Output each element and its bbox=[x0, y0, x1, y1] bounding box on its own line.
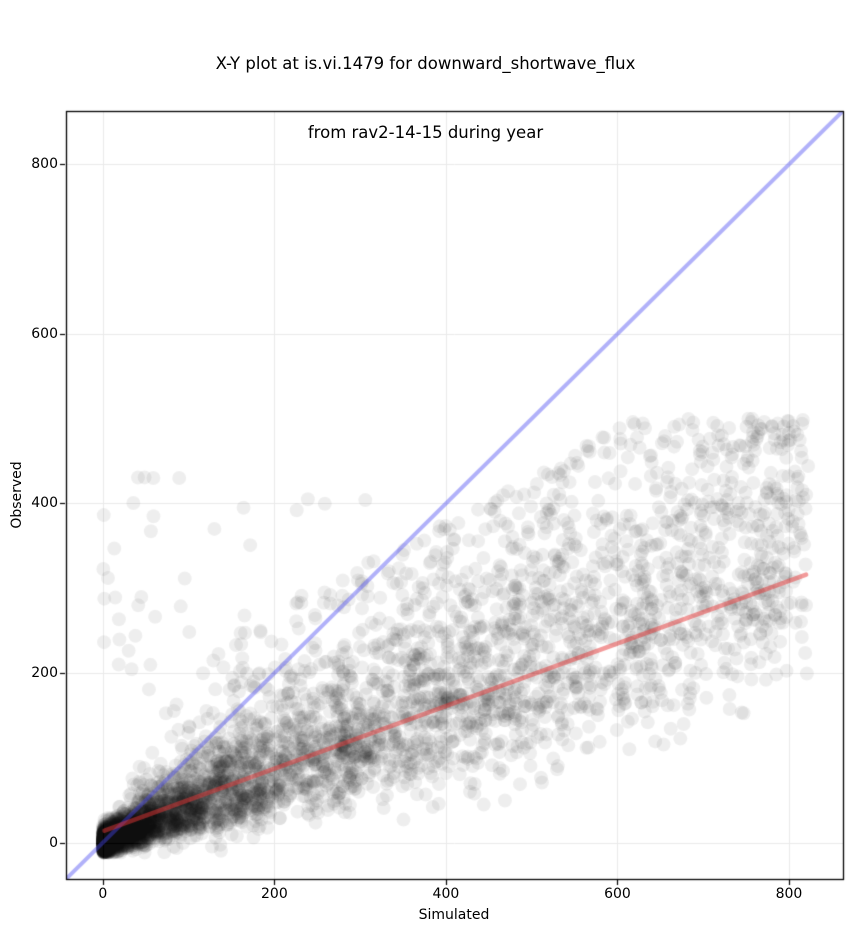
x-tick-label: 200 bbox=[261, 886, 288, 902]
x-tick-label: 800 bbox=[775, 886, 803, 902]
x-tick-label: 400 bbox=[432, 886, 460, 902]
y-tick-label: 800 bbox=[31, 156, 58, 173]
y-tick-label: 200 bbox=[31, 665, 58, 681]
x-tick-label: 600 bbox=[604, 886, 631, 902]
x-tick-label: 0 bbox=[98, 886, 108, 902]
x-axis-label: Simulated bbox=[418, 907, 490, 923]
y-tick-label: 400 bbox=[31, 495, 58, 512]
y-tick-label: 600 bbox=[31, 325, 58, 342]
y-tick-label: 0 bbox=[49, 834, 58, 851]
